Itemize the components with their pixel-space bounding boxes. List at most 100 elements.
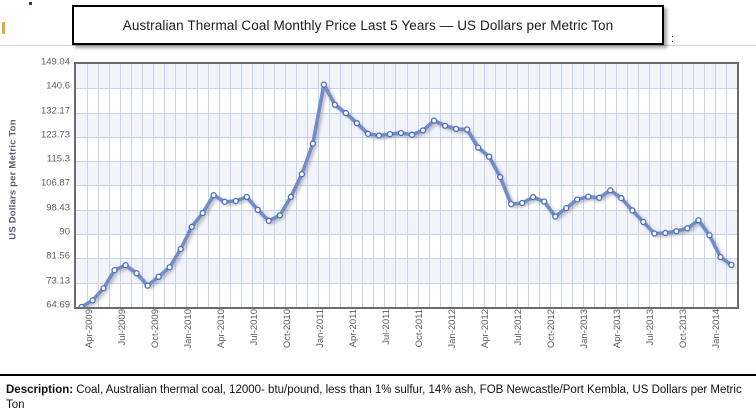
data-point-marker[interactable] <box>111 266 118 274</box>
y-axis-tick: 149.04 <box>40 56 70 68</box>
data-point-marker[interactable] <box>320 81 328 88</box>
data-point-marker[interactable] <box>496 173 504 181</box>
data-point-marker[interactable] <box>419 127 427 134</box>
data-point-marker[interactable] <box>254 206 261 214</box>
data-point-marker[interactable] <box>78 303 85 308</box>
plot-area <box>74 62 739 309</box>
data-point-marker[interactable] <box>728 261 735 269</box>
data-point-marker[interactable] <box>519 199 526 207</box>
data-point-marker[interactable] <box>452 125 460 133</box>
data-point-marker[interactable] <box>199 209 206 217</box>
data-point-marker[interactable] <box>298 171 305 178</box>
data-point-marker[interactable] <box>530 194 537 201</box>
data-point-marker[interactable] <box>485 153 493 160</box>
y-axis-tick: 98.43 <box>46 202 70 214</box>
data-point-marker[interactable] <box>640 218 647 226</box>
price-line-shadow <box>79 82 734 307</box>
gridline-vertical <box>660 64 661 307</box>
data-point-marker[interactable] <box>386 130 394 138</box>
data-point-marker[interactable] <box>177 245 184 253</box>
x-axis-tick: Jan-2012 <box>447 309 459 349</box>
data-point-marker[interactable] <box>364 130 372 137</box>
chart-title-callout: Australian Thermal Coal Monthly Price La… <box>72 5 664 45</box>
gridline-vertical <box>318 64 319 307</box>
data-point-marker[interactable] <box>221 198 228 205</box>
gridline-vertical <box>263 64 264 307</box>
gridline-vertical <box>230 64 231 307</box>
data-point-marker[interactable] <box>474 144 482 151</box>
data-point-marker[interactable] <box>430 117 438 124</box>
data-point-marker[interactable] <box>166 264 173 271</box>
data-point-marker[interactable] <box>629 207 636 214</box>
data-point-marker[interactable] <box>276 212 283 219</box>
data-point-marker[interactable] <box>706 232 713 239</box>
data-point-marker[interactable] <box>673 228 680 235</box>
data-point-marker[interactable] <box>265 217 272 224</box>
data-point-marker[interactable] <box>100 285 107 292</box>
page-hairline-divider <box>0 45 756 46</box>
data-point-marker[interactable] <box>463 126 471 133</box>
data-point-marker[interactable] <box>375 132 383 139</box>
gridline-vertical <box>506 64 507 307</box>
data-point-marker[interactable] <box>408 131 416 138</box>
page-title: Australian Thermal Coal Monthly Price La… <box>122 17 614 33</box>
gridline-vertical <box>539 64 540 307</box>
data-point-marker[interactable] <box>552 213 559 220</box>
data-point-marker[interactable] <box>210 192 217 199</box>
data-point-marker[interactable] <box>508 200 515 208</box>
data-point-marker[interactable] <box>662 229 669 237</box>
data-point-marker[interactable] <box>122 262 129 269</box>
data-point-marker[interactable] <box>188 223 195 231</box>
gridline-vertical <box>594 64 595 307</box>
data-point-marker[interactable] <box>309 140 317 147</box>
x-axis-tick: Jul-2010 <box>248 309 260 346</box>
data-point-marker[interactable] <box>717 253 724 261</box>
data-point-marker[interactable] <box>563 205 570 212</box>
data-point-marker[interactable] <box>585 193 592 200</box>
data-point-marker[interactable] <box>607 187 614 194</box>
data-point-marker[interactable] <box>287 193 294 201</box>
x-axis-tick: Jul-2013 <box>645 309 657 346</box>
gridline-vertical <box>649 64 650 307</box>
x-axis-tick: Apr-2010 <box>215 309 227 349</box>
gridline-vertical <box>528 64 529 307</box>
horizontal-gridlines <box>76 64 737 307</box>
gridline-vertical <box>605 64 606 307</box>
gridline-horizontal <box>76 161 737 163</box>
x-axis-tick: Jan-2014 <box>711 309 723 349</box>
data-point-marker[interactable] <box>684 225 691 232</box>
data-point-marker[interactable] <box>695 217 702 224</box>
x-axis-tick: Apr-2009 <box>83 309 95 349</box>
gridline-horizontal <box>76 88 737 90</box>
gridline-vertical <box>462 64 463 307</box>
data-point-marker[interactable] <box>155 273 162 280</box>
gridline-vertical <box>120 64 121 307</box>
data-point-marker[interactable] <box>133 270 140 277</box>
gridline-horizontal <box>76 136 737 138</box>
data-point-marker[interactable] <box>596 194 603 201</box>
gridline-vertical <box>197 64 198 307</box>
data-point-marker[interactable] <box>541 198 548 205</box>
data-point-marker[interactable] <box>353 120 361 127</box>
gridline-vertical <box>362 64 363 307</box>
data-point-marker[interactable] <box>144 282 151 289</box>
x-axis-tick: Jul-2011 <box>380 309 392 345</box>
data-point-marker[interactable] <box>243 193 250 201</box>
gridline-horizontal <box>76 209 737 211</box>
data-point-marker[interactable] <box>574 196 581 203</box>
gridline-vertical <box>627 64 628 307</box>
data-point-marker[interactable] <box>232 197 239 205</box>
gridline-vertical <box>384 64 385 307</box>
data-point-marker[interactable] <box>397 129 405 137</box>
data-point-marker[interactable] <box>331 101 339 108</box>
gridline-vertical <box>726 64 727 307</box>
data-point-marker[interactable] <box>618 194 625 202</box>
gridline-vertical <box>153 64 154 307</box>
gridline-vertical <box>550 64 551 307</box>
data-point-marker[interactable] <box>651 230 658 237</box>
y-axis-tick: 73.13 <box>46 275 70 287</box>
data-point-marker[interactable] <box>441 122 449 129</box>
data-point-marker[interactable] <box>342 109 350 117</box>
data-point-marker[interactable] <box>89 297 96 304</box>
x-axis-tick: Jul-2009 <box>116 309 128 346</box>
